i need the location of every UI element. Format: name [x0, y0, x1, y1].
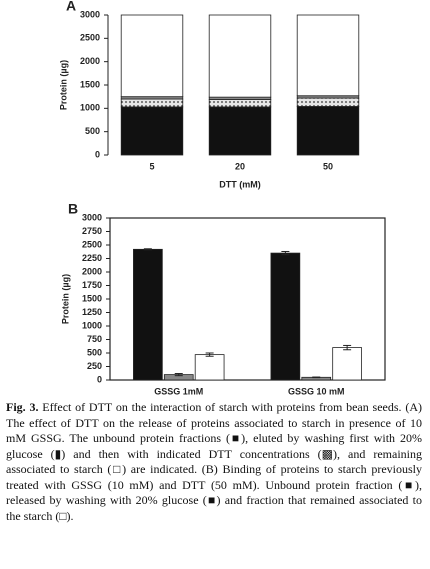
bar-segment	[296, 106, 360, 156]
y-tick-label: 3000	[80, 9, 100, 19]
x-axis-label: DTT (mM)	[219, 179, 261, 189]
plot-frame	[109, 217, 386, 381]
y-axis-label: Protein (µg)	[60, 274, 70, 324]
bar-segment	[120, 98, 184, 108]
y-tick-label: 1500	[80, 79, 100, 89]
bar-segment	[208, 99, 272, 108]
panel-label: B	[68, 201, 78, 217]
y-tick-label: 3000	[82, 212, 102, 222]
bar	[133, 248, 163, 381]
y-tick-label: 250	[87, 361, 102, 371]
y-tick-label: 750	[87, 334, 102, 344]
x-tick-label: GSSG 1mM	[154, 386, 203, 396]
y-tick-label: 500	[87, 347, 102, 357]
error-bar	[281, 250, 290, 256]
error-bar	[143, 248, 152, 251]
x-tick-label: 20	[235, 161, 245, 171]
y-axis-label: Protein (µg)	[58, 60, 68, 110]
x-tick-label: 50	[323, 161, 333, 171]
bar-segment	[296, 14, 360, 97]
y-tick-label: 1000	[80, 103, 100, 113]
x-tick-label: GSSG 10 mM	[288, 386, 345, 396]
error-bar	[174, 373, 183, 377]
caption: Fig. 3. Effect of DTT on the interaction…	[6, 400, 422, 524]
bar	[270, 252, 301, 381]
bar-segment	[208, 14, 272, 98]
bar	[194, 354, 225, 381]
bar-segment	[296, 97, 360, 107]
y-tick-label: 2500	[80, 33, 100, 43]
panel-label: A	[66, 0, 76, 14]
y-tick-label: 2500	[82, 239, 102, 249]
y-tick-label: 2750	[82, 226, 102, 236]
y-tick-label: 1750	[82, 280, 102, 290]
y-tick-label: 1000	[82, 320, 102, 330]
y-tick-label: 2250	[82, 253, 102, 263]
y-tick-label: 0	[97, 374, 102, 384]
y-tick-label: 500	[85, 126, 100, 136]
error-bar	[312, 376, 321, 379]
y-tick-label: 1250	[82, 307, 102, 317]
bar-segment	[120, 106, 184, 156]
y-tick-label: 2000	[82, 266, 102, 276]
error-bar	[343, 344, 352, 351]
y-tick-label: 0	[95, 149, 100, 159]
x-tick-label: 5	[149, 161, 154, 171]
caption-text: Effect of DTT on the interaction of star…	[6, 400, 422, 523]
error-bar	[205, 352, 214, 357]
caption-label: Fig. 3.	[6, 400, 39, 414]
bar	[332, 347, 362, 381]
bar-segment	[120, 14, 184, 98]
y-tick-label: 1500	[82, 293, 102, 303]
y-tick-label: 2000	[80, 56, 100, 66]
bar-segment	[208, 106, 272, 156]
